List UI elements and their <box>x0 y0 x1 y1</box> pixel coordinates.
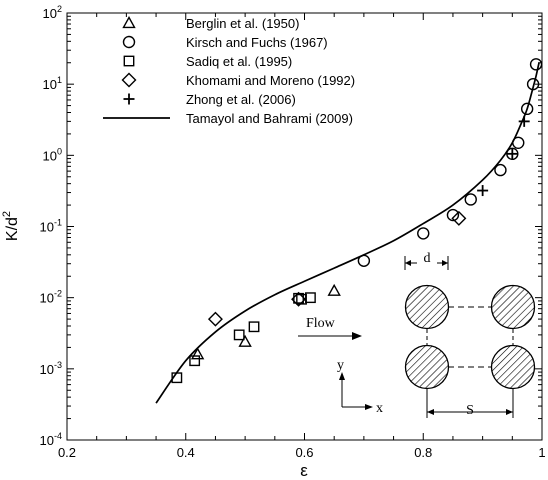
data-point-diamond <box>207 311 223 327</box>
x-tick-label: 0.2 <box>58 445 76 460</box>
cylinder-top-left <box>404 284 450 330</box>
data-point-circle <box>446 208 460 222</box>
cylinder-bottom-right <box>490 344 536 390</box>
flow-arrowhead <box>352 332 362 340</box>
data-point-circle <box>464 193 477 206</box>
model-curve <box>155 62 540 404</box>
legend: Berglin et al. (1950) Kirsch and Fuchs (1… <box>103 16 355 126</box>
legend-marker-triangle <box>122 16 136 29</box>
data-point-triangle <box>238 334 252 347</box>
legend-marker-circle <box>122 35 136 49</box>
legend-label: Khomami and Moreno (1992) <box>186 73 355 88</box>
legend-marker-diamond <box>121 72 137 88</box>
data-point-circle <box>357 254 371 267</box>
legend-marker-plus <box>123 93 135 105</box>
cylinder-top-right <box>490 284 536 330</box>
y-tick-label: 10-3 <box>40 360 62 377</box>
data-point-plus <box>477 185 489 197</box>
x-axis-label: ε <box>300 461 308 480</box>
legend-label: Tamayol and Bahrami (2009) <box>186 111 353 126</box>
data-point-circle <box>526 77 540 91</box>
data-point-square <box>189 355 201 367</box>
y-tick-label: 10-2 <box>40 289 62 306</box>
data-point-circle <box>417 227 430 240</box>
axis-ticks <box>66 12 543 441</box>
data-point-diamond <box>291 291 307 307</box>
d-arrowhead-right <box>442 260 448 266</box>
data-point-square <box>171 372 183 384</box>
data-point-circle <box>529 58 543 71</box>
data-point-circle <box>512 136 525 150</box>
data-point-circle <box>494 163 507 177</box>
data-point-plus <box>506 148 518 160</box>
d-label: d <box>424 251 431 266</box>
data-point-square <box>248 321 260 333</box>
data-markers <box>171 58 543 384</box>
y-tick-label: 100 <box>43 146 62 163</box>
y-tick-label: 10-4 <box>40 431 62 448</box>
data-point-circle <box>520 102 534 116</box>
coord-x-label: x <box>376 401 383 416</box>
legend-label: Zhong et al. (2006) <box>186 92 296 107</box>
legend-marker-square <box>123 55 135 67</box>
y-axis-label-base: K/d <box>4 217 21 241</box>
cylinder-bottom-left <box>404 344 450 390</box>
data-point-triangle <box>190 347 205 360</box>
x-tick-label: 0.6 <box>295 445 313 460</box>
d-arrowhead-left <box>405 260 411 266</box>
x-tick-label: 0.8 <box>414 445 432 460</box>
flow-label: Flow <box>306 316 336 331</box>
model-curve-layer <box>155 62 540 404</box>
x-tick-label: 1 <box>538 445 545 460</box>
data-point-square <box>233 329 245 341</box>
inset-schematic: d S Flow y x <box>298 251 536 418</box>
s-label: S <box>466 403 474 418</box>
legend-label: Sadiq et al. (1995) <box>186 54 292 69</box>
data-point-triangle <box>327 283 341 296</box>
y-axis-label-exponent: 2 <box>1 211 13 217</box>
legend-label: Kirsch and Fuchs (1967) <box>186 35 328 50</box>
coord-y-label: y <box>337 358 344 373</box>
y-axis-label: K/d2 <box>1 211 21 241</box>
y-tick-labels: 10-4 10-3 10-2 10-1 100 101 102 <box>40 4 62 448</box>
coord-y-arrowhead <box>339 372 345 380</box>
svg-text:K/d2: K/d2 <box>1 211 21 241</box>
x-tick-labels: 0.2 0.4 0.6 0.8 1 <box>58 445 546 460</box>
y-tick-label: 102 <box>43 4 62 21</box>
data-point-plus <box>518 115 530 127</box>
legend-label: Berglin et al. (1950) <box>186 16 299 31</box>
data-point-diamond <box>451 210 467 226</box>
s-arrowhead-right <box>506 409 513 415</box>
y-tick-label: 10-1 <box>40 218 62 235</box>
s-arrowhead-left <box>427 409 434 415</box>
data-point-square <box>305 292 316 304</box>
coord-x-arrowhead <box>365 404 373 410</box>
x-tick-label: 0.4 <box>177 445 195 460</box>
y-tick-label: 101 <box>43 75 62 92</box>
